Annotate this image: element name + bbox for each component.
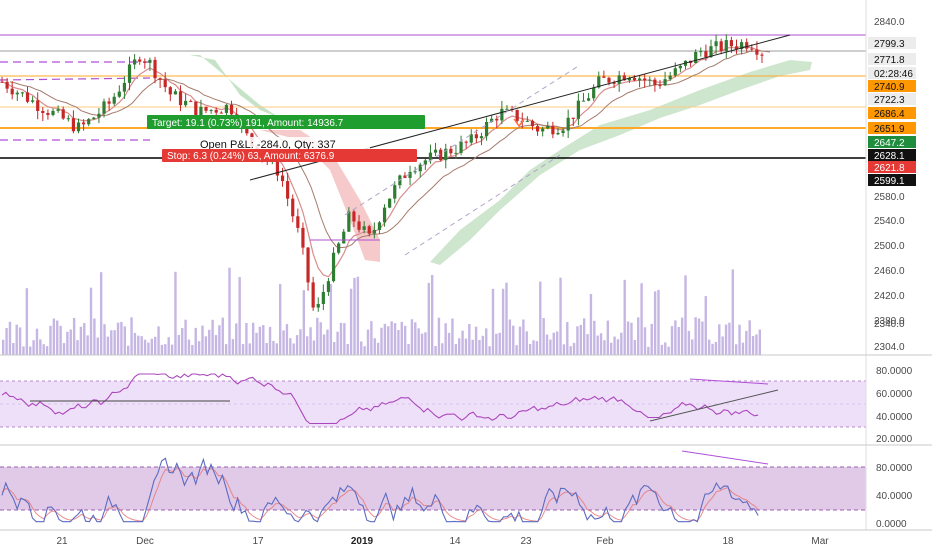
- price-badge: 02:28:46: [868, 67, 916, 80]
- price-tick-label: 2420.0: [874, 291, 905, 302]
- stoch-divergence-line[interactable]: [681, 450, 769, 465]
- open-pnl-label: Open P&L: -284.0, Qty: 337: [200, 139, 336, 151]
- target-label: Target: 19.1 (0.73%) 191, Amount: 14936.…: [152, 118, 344, 129]
- price-badge-label: 02:28:46: [874, 69, 913, 80]
- time-tick-label: 18: [722, 536, 734, 547]
- price-badge-label: 2651.9: [874, 124, 905, 135]
- time-tick-label: 23: [520, 536, 532, 547]
- dashed-channel-line[interactable]: [404, 154, 561, 256]
- rsi-axis[interactable]: 80.0000 60.0000 40.0000 20.0000: [865, 355, 913, 445]
- price-axis[interactable]: 2840.0 2580.0 2540.0 2500.0 2460.0 2420.0 2380…: [865, 0, 905, 355]
- rsi-tick-label: 40.0000: [876, 412, 913, 423]
- candlesticks: [0, 34, 764, 312]
- price-badge: 2628.1: [868, 149, 916, 162]
- time-tick-label: 14: [449, 536, 461, 547]
- stoch-tick-label: 0.0000: [876, 519, 907, 530]
- stoch-tick-label: 80.0000: [876, 463, 913, 474]
- stoch-pane[interactable]: [0, 450, 866, 523]
- price-tick-label: 2304.0: [874, 342, 905, 353]
- ema-slow-line: [9, 50, 771, 249]
- price-badges: 2799.3 2771.8 02:28:46 2740.9 2722.3 2686.4 26…: [868, 37, 916, 187]
- time-tick-label: Feb: [596, 536, 614, 547]
- rsi-tick-label: 20.0000: [876, 434, 913, 445]
- price-badge: 2621.8: [868, 161, 916, 174]
- price-badge-label: 2740.9: [874, 82, 905, 93]
- dashed-channel-line[interactable]: [344, 64, 581, 216]
- price-tick-label: 2380.0: [874, 316, 905, 327]
- time-tick-label: 21: [56, 536, 68, 547]
- entry-marker: [513, 118, 525, 128]
- price-tick-label: 2540.0: [874, 216, 905, 227]
- price-badge-label: 2722.3: [874, 95, 905, 106]
- time-tick-label: 17: [252, 536, 264, 547]
- price-badge-label: 2621.8: [874, 163, 905, 174]
- rsi-pane[interactable]: [0, 373, 866, 428]
- time-axis[interactable]: 21 Dec 17 2019 14 23 Feb 18 Mar: [56, 536, 829, 547]
- cloud-green: [190, 55, 280, 118]
- time-tick-label: Mar: [811, 536, 829, 547]
- trade-position[interactable]: Target: 19.1 (0.73%) 191, Amount: 14936.…: [147, 115, 425, 162]
- rsi-line: [1, 373, 759, 425]
- stoch-axis[interactable]: 80.0000 40.0000 0.0000: [865, 445, 913, 530]
- rsi-tick-label: 80.0000: [876, 366, 913, 377]
- stoch-tick-label: 40.0000: [876, 491, 913, 502]
- price-badge-label: 2799.3: [874, 39, 905, 50]
- price-tick-label: 2340.0: [874, 319, 905, 330]
- stochastic-lines: [1, 457, 759, 523]
- time-tick-label: 2019: [351, 536, 374, 547]
- price-tick-label: 2460.0: [874, 266, 905, 277]
- price-badge-label: 2771.8: [874, 55, 905, 66]
- price-badge: 2686.4: [868, 107, 916, 120]
- rsi-tick-label: 60.0000: [876, 389, 913, 400]
- price-badge-label: 2647.2: [874, 138, 905, 149]
- price-badge: 2771.8: [868, 53, 916, 66]
- rsi-trend-line[interactable]: [649, 389, 779, 422]
- price-badge-label: 2686.4: [874, 109, 905, 120]
- rsi-divergence-line[interactable]: [689, 378, 769, 385]
- ema-fast-line: [1, 45, 763, 278]
- price-badge: 2599.1: [868, 174, 916, 187]
- price-pane[interactable]: Target: 19.1 (0.73%) 191, Amount: 14936.…: [0, 34, 866, 355]
- volume-bars: [2, 267, 762, 355]
- price-badge-label: 2599.1: [874, 176, 905, 187]
- stop-label: Stop: 6.3 (0.24%) 63, Amount: 6376.9: [167, 151, 335, 162]
- price-badge: 2647.2: [868, 136, 916, 149]
- price-badge: 2651.9: [868, 122, 916, 135]
- price-badge: 2740.9: [868, 80, 916, 93]
- price-badge-label: 2628.1: [874, 151, 905, 162]
- time-tick-label: Dec: [136, 536, 154, 547]
- price-badge: 2722.3: [868, 93, 916, 106]
- price-badge: 2799.3: [868, 37, 916, 50]
- price-tick-label: 2580.0: [874, 192, 905, 203]
- price-tick-label: 2500.0: [874, 241, 905, 252]
- price-tick-label: 2840.0: [874, 17, 905, 28]
